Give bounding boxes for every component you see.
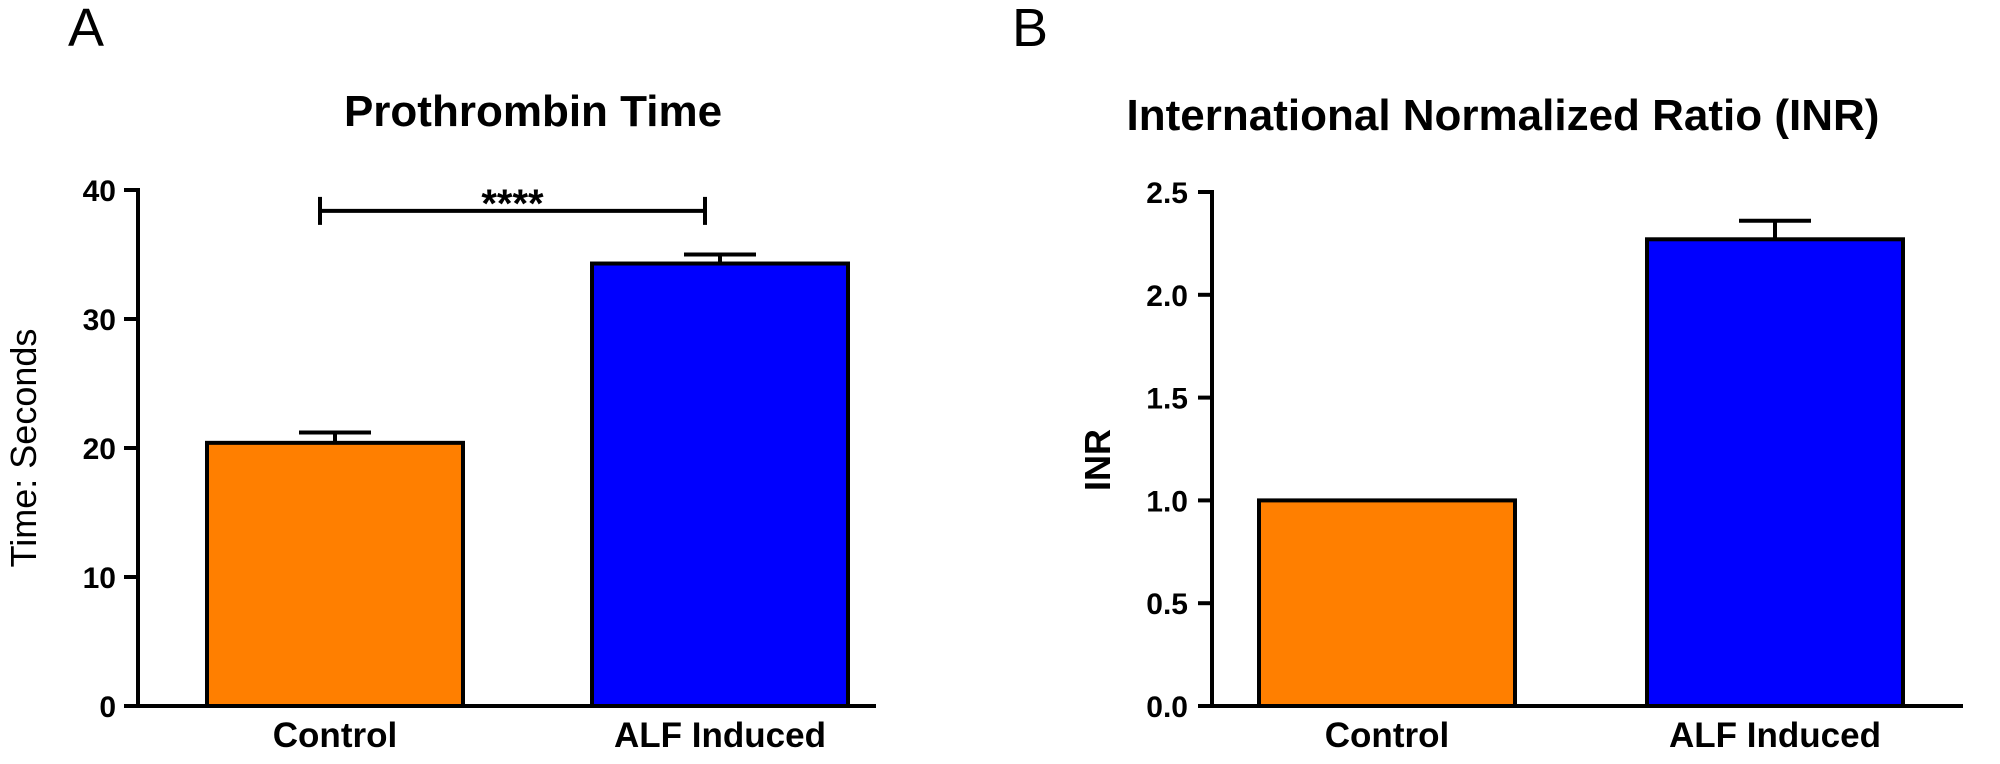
bar-alf-induced: [590, 261, 850, 708]
y-tick-label: 0.0: [1146, 691, 1188, 724]
panel-letter-a: A: [68, 0, 104, 58]
panel-letter-b: B: [1012, 0, 1048, 58]
x-tick-label: ALF Induced: [1669, 716, 1881, 755]
y-tick-label: 0: [99, 691, 116, 724]
x-tick-labels-a: Control ALF Induced: [273, 716, 826, 755]
panel-a: A Prothrombin Time Time: Seconds 0 10 20 30…: [3, 0, 876, 755]
panel-b: B International Normalized Ratio (INR) I…: [1012, 0, 1963, 755]
bars-b: [1257, 237, 1905, 708]
bar-control: [1257, 498, 1517, 708]
y-ticks-a: [124, 188, 138, 708]
bar-alf-induced: [1645, 237, 1905, 708]
significance-label: ****: [481, 182, 544, 226]
x-tick-label: Control: [273, 716, 397, 755]
x-tick-labels-b: Control ALF Induced: [1325, 716, 1881, 755]
y-tick-label: 1.0: [1146, 485, 1188, 518]
y-tick-labels-b: 0.0 0.5 1.0 1.5 2.0 2.5: [1146, 177, 1188, 724]
error-bars-b: [1739, 218, 1811, 240]
error-bars-a: [299, 252, 756, 443]
y-tick-label: 10: [83, 562, 116, 595]
y-tick-labels-a: 0 10 20 30 40: [83, 175, 116, 724]
y-tick-label: 2.0: [1146, 280, 1188, 313]
y-ticks-b: [1198, 190, 1212, 708]
y-axis-label-b: INR: [1077, 429, 1118, 491]
x-tick-label: Control: [1325, 716, 1449, 755]
bar-control: [205, 440, 465, 708]
chart-title-b: International Normalized Ratio (INR): [1127, 91, 1880, 140]
y-tick-label: 40: [83, 175, 116, 208]
x-tick-label: ALF Induced: [614, 716, 826, 755]
y-tick-label: 30: [83, 304, 116, 337]
y-tick-label: 20: [83, 433, 116, 466]
bars-a: [205, 261, 850, 708]
y-tick-label: 2.5: [1146, 177, 1188, 210]
significance-bracket: [318, 196, 707, 225]
chart-title-a: Prothrombin Time: [344, 87, 722, 136]
y-tick-label: 1.5: [1146, 383, 1188, 416]
y-tick-label: 0.5: [1146, 588, 1188, 621]
y-axis-label-a: Time: Seconds: [3, 329, 44, 568]
